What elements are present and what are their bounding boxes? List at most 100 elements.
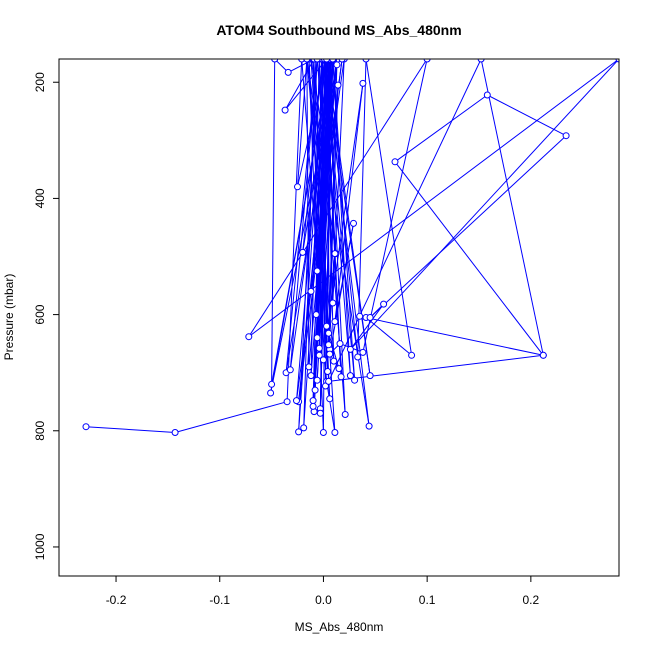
- series-line-segment: [289, 59, 318, 370]
- data-point: [391, 158, 399, 166]
- data-point: [284, 68, 292, 76]
- y-tick-label: 400: [33, 188, 47, 208]
- series-line-segment: [480, 59, 544, 356]
- data-point: [315, 344, 323, 352]
- data-point: [307, 372, 315, 380]
- x-tick-label: 0.0: [315, 593, 332, 607]
- data-point: [323, 322, 331, 330]
- y-tick-label: 800: [33, 420, 47, 440]
- data-point: [329, 299, 337, 307]
- series-line-segment: [248, 59, 428, 337]
- data-point: [341, 411, 349, 418]
- series-line-segment: [357, 59, 367, 358]
- y-axis-title: Pressure (mbar): [2, 274, 16, 361]
- data-point: [365, 422, 373, 430]
- data-point: [303, 59, 311, 63]
- data-point: [326, 350, 334, 358]
- series-line-segment: [350, 59, 619, 350]
- series-line-segment: [359, 315, 544, 356]
- series-line-segment: [297, 59, 308, 187]
- data-point: [307, 287, 315, 295]
- chart-title: ATOM4 Southbound MS_Abs_480nm: [216, 22, 461, 38]
- series-line-segment: [284, 59, 315, 111]
- data-point: [350, 219, 357, 227]
- series-line-segment: [296, 59, 326, 401]
- data-point: [319, 356, 327, 364]
- data-point: [483, 91, 491, 99]
- data-point: [329, 59, 337, 63]
- series-line-segment: [310, 59, 320, 376]
- x-axis: -0.2 -0.1 0.0 0.1 0.2: [106, 576, 540, 607]
- plot-frame: [58, 58, 620, 577]
- series-line-segment: [394, 161, 544, 356]
- data-point: [356, 312, 364, 320]
- data-point: [423, 59, 431, 63]
- data-point: [171, 429, 179, 436]
- x-tick-label: 0.1: [419, 593, 436, 607]
- data-point: [245, 333, 253, 341]
- data-point: [319, 429, 327, 436]
- data-point: [268, 380, 276, 388]
- series-line-segment: [369, 135, 567, 318]
- data-point: [346, 345, 354, 353]
- data-point: [323, 59, 331, 63]
- series-line-segment: [326, 381, 336, 433]
- data-point: [298, 59, 306, 63]
- data-point: [359, 348, 367, 356]
- data-point: [325, 341, 333, 349]
- y-tick-label: 200: [33, 72, 47, 92]
- series-line-segment: [174, 401, 288, 433]
- series-line-segment: [487, 94, 567, 137]
- data-point: [309, 402, 317, 410]
- data-point: [351, 376, 359, 384]
- series-line-segment: [324, 59, 351, 376]
- data-point: [313, 59, 321, 63]
- plot-area: [82, 59, 619, 436]
- data-point: [267, 389, 275, 397]
- data-point: [316, 409, 324, 417]
- series-line-segment: [394, 94, 488, 163]
- data-point: [338, 59, 346, 63]
- data-point: [283, 398, 291, 406]
- data-point: [337, 373, 345, 381]
- data-point: [336, 340, 344, 348]
- x-tick-label: 0.2: [523, 593, 540, 607]
- data-point: [295, 428, 303, 436]
- data-point: [300, 424, 308, 432]
- series-line-segment: [284, 59, 327, 111]
- data-point: [325, 377, 333, 385]
- data-point: [366, 314, 374, 321]
- data-point: [271, 59, 279, 63]
- data-point: [539, 351, 547, 359]
- data-point: [309, 397, 317, 405]
- data-point: [286, 366, 294, 374]
- data-point: [294, 183, 301, 191]
- data-point: [315, 351, 323, 359]
- series-line-segment: [362, 59, 428, 353]
- series-line-segment: [329, 223, 354, 355]
- series-line-segment: [326, 59, 371, 376]
- data-point: [615, 59, 619, 63]
- data-point: [281, 106, 289, 114]
- x-axis-title: MS_Abs_480nm: [295, 620, 384, 634]
- x-tick-label: -0.2: [106, 593, 127, 607]
- data-point: [312, 311, 320, 319]
- data-point: [359, 79, 367, 87]
- data-point: [313, 334, 321, 342]
- y-tick-label: 1000: [33, 533, 47, 560]
- series-line-segment: [328, 333, 340, 369]
- data-point: [311, 386, 319, 394]
- data-point: [335, 365, 343, 373]
- series-line-segment: [328, 354, 544, 382]
- series-line-segment: [349, 303, 385, 350]
- series-line-segment: [285, 59, 318, 373]
- data-point: [362, 59, 370, 63]
- data-point: [313, 267, 321, 275]
- series-line-segment: [318, 85, 339, 349]
- data-point: [313, 376, 321, 384]
- data-point: [331, 318, 339, 326]
- series-line-segment: [365, 59, 413, 356]
- y-axis: 200 400 600 800 1000: [33, 72, 59, 560]
- series-line-segment: [365, 317, 412, 356]
